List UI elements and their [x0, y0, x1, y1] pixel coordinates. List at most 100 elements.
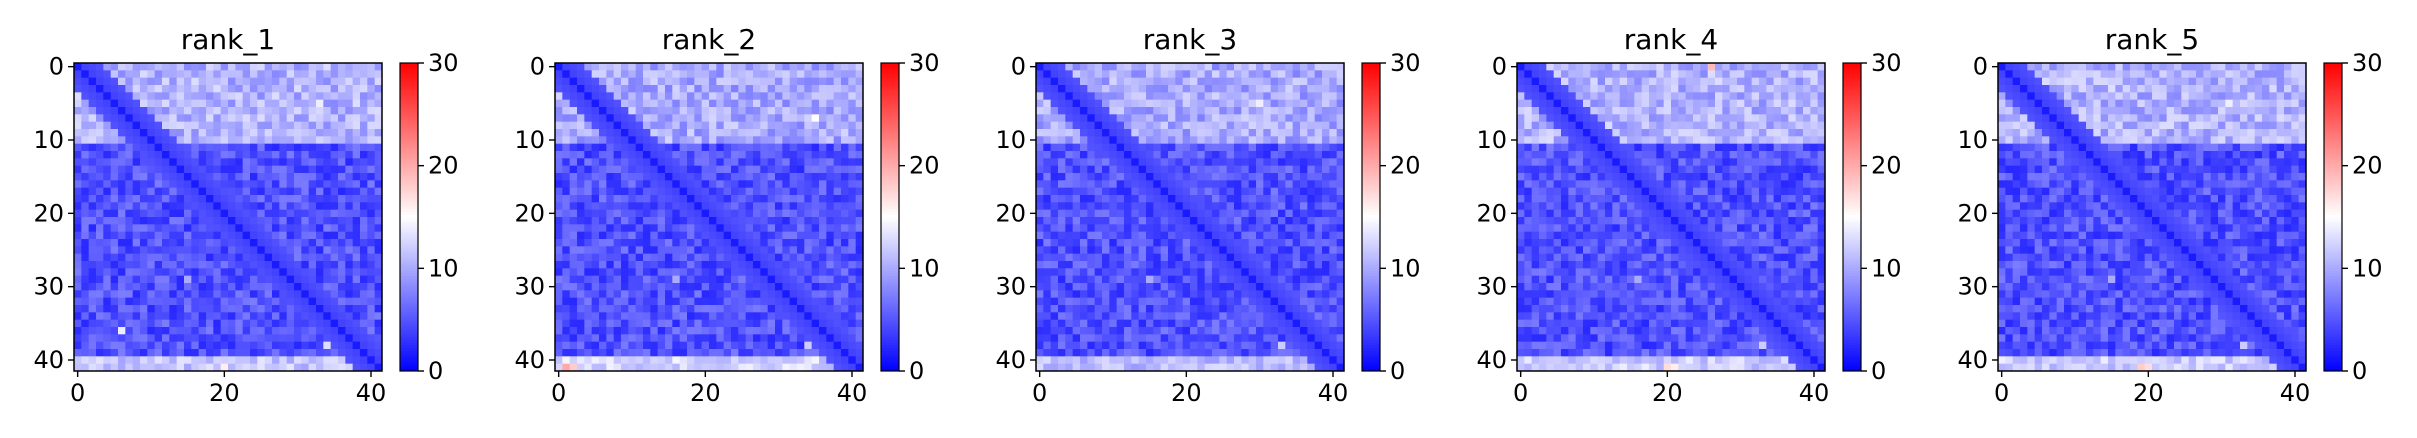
heatmap-cell [599, 151, 607, 159]
heatmap-cell [555, 173, 563, 181]
heatmap-cell [731, 114, 739, 123]
heatmap-cell [591, 246, 600, 255]
heatmap-cell [621, 136, 629, 145]
heatmap-cell [1094, 231, 1103, 240]
heatmap-cell [352, 246, 361, 255]
heatmap-cell [679, 356, 688, 365]
heatmap-cell [679, 143, 688, 152]
heatmap-cell [1102, 85, 1110, 93]
heatmap-cell [272, 290, 280, 299]
heatmap-cell [132, 356, 141, 365]
heatmap-cell [848, 253, 857, 262]
heatmap-cell [1146, 246, 1154, 255]
heatmap-cell [286, 341, 295, 350]
heatmap-cell [1204, 187, 1213, 196]
heatmap-cell [338, 151, 346, 159]
heatmap-cell [1285, 173, 1294, 181]
heatmap-cell [797, 334, 805, 343]
heatmap-cell [1116, 77, 1125, 86]
heatmap-cell [242, 312, 251, 321]
heatmap-cell [316, 173, 324, 181]
heatmap-cell [272, 283, 280, 291]
heatmap-cell [628, 319, 637, 328]
heatmap-cell [360, 63, 368, 71]
heatmap-cell [81, 224, 90, 233]
heatmap-cell [826, 305, 835, 313]
heatmap-cell [745, 275, 754, 284]
colorbar-segment [400, 342, 418, 346]
heatmap-cell [665, 114, 673, 123]
heatmap-cell [110, 312, 119, 321]
heatmap-cell [738, 327, 747, 335]
heatmap-cell [242, 92, 251, 101]
heatmap-cell [1175, 136, 1184, 145]
heatmap-cell [345, 261, 354, 269]
heatmap-cell [1329, 77, 1338, 86]
heatmap-cell [198, 305, 207, 313]
heatmap-cell [1322, 99, 1330, 108]
heatmap-cell [213, 312, 222, 321]
heatmap-cell [360, 261, 368, 269]
heatmap-cell [1322, 158, 1330, 167]
heatmap-cell [323, 305, 332, 313]
heatmap-cell [1204, 165, 1213, 174]
heatmap-cell [775, 70, 783, 79]
heatmap-cell [599, 77, 607, 86]
heatmap-cell [74, 312, 82, 321]
heatmap-cell [606, 319, 615, 328]
heatmap-cell [140, 290, 148, 299]
heatmap-cell [1190, 114, 1198, 123]
heatmap-cell [562, 151, 571, 159]
heatmap-cell [1124, 136, 1132, 145]
heatmap-cell [1234, 253, 1242, 262]
heatmap-cell [279, 195, 288, 203]
heatmap-cell [1043, 224, 1052, 233]
heatmap-cell [775, 297, 783, 306]
heatmap-cell [1116, 217, 1125, 225]
heatmap-cell [110, 231, 119, 240]
heatmap-cell [855, 99, 864, 108]
heatmap-cell [789, 246, 798, 255]
heatmap-cell [745, 136, 754, 145]
heatmap-cell [1329, 70, 1338, 79]
heatmap-cell [826, 334, 835, 343]
heatmap-cell [1138, 261, 1147, 269]
heatmap-cell [672, 195, 681, 203]
heatmap-cell [848, 165, 857, 174]
heatmap-cell [767, 341, 776, 350]
heatmap-cell [352, 158, 361, 167]
heatmap-cell [294, 77, 302, 86]
heatmap-cell [1102, 151, 1110, 159]
heatmap-cell [1329, 239, 1338, 247]
heatmap-cell [782, 290, 791, 299]
heatmap-cell [125, 187, 134, 196]
heatmap-cell [657, 356, 666, 365]
heatmap-cell [110, 187, 119, 196]
heatmap-cell [301, 158, 310, 167]
colorbar-segment [400, 163, 418, 167]
heatmap-cell [294, 195, 302, 203]
heatmap-cell [367, 239, 376, 247]
heatmap-cell [367, 63, 376, 71]
heatmap-cell [782, 356, 791, 365]
heatmap-cell [345, 283, 354, 291]
heatmap-cell [635, 187, 644, 196]
heatmap-cell [591, 290, 600, 299]
heatmap-cell [694, 224, 703, 233]
heatmap-cell [1190, 209, 1198, 218]
heatmap-cell [140, 246, 148, 255]
heatmap-cell [1102, 231, 1110, 240]
heatmap-cell [88, 334, 97, 343]
heatmap-cell [621, 312, 629, 321]
heatmap-cell [110, 77, 119, 86]
heatmap-cell [1322, 217, 1330, 225]
heatmap-cell [665, 327, 673, 335]
heatmap-cell [569, 341, 578, 350]
heatmap-cell [1124, 165, 1132, 174]
heatmap-cell [147, 173, 156, 181]
heatmap-cell [184, 151, 192, 159]
colorbar-segment [881, 142, 899, 146]
heatmap-cell [1138, 224, 1147, 233]
heatmap-cell [147, 261, 156, 269]
heatmap-cell [562, 99, 571, 108]
